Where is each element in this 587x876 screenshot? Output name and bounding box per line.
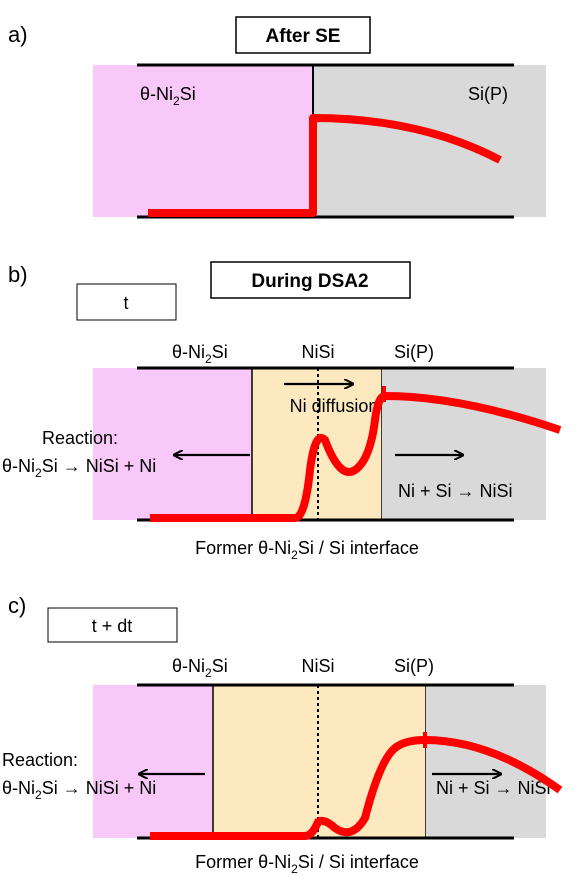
label-part: θ-Ni [140, 84, 173, 104]
si-region [313, 65, 546, 217]
reaction-title: Reaction: [2, 750, 78, 770]
reaction-right: Ni + Si → NiSi [398, 481, 513, 501]
label-part: Si [180, 84, 196, 104]
panel-a: a) After SE θ-Ni2Si Si(P) [8, 16, 546, 219]
interface-label: Former θ-Ni2Si / Si interface [195, 538, 419, 562]
label-part: θ-Ni [2, 456, 35, 476]
region-label: NiSi [301, 656, 334, 676]
region-label: Si(P) [394, 656, 434, 676]
region-label: θ-Ni2Si [140, 84, 196, 108]
reaction-title: Reaction: [42, 428, 118, 448]
label-sub: 2 [173, 94, 180, 108]
region-label: θ-Ni2Si [172, 656, 228, 680]
label-part: θ-Ni [172, 342, 205, 362]
label-part: Former θ-Ni [195, 852, 291, 872]
label-part: θ-Ni [2, 778, 35, 798]
label-sub: 2 [291, 862, 298, 876]
label-sub: 2 [35, 466, 42, 480]
label-part: Former θ-Ni [195, 538, 291, 558]
reaction-left: θ-Ni2Si → NiSi + Ni [2, 778, 156, 802]
panel-title: During DSA2 [251, 271, 368, 292]
label-sub: 2 [35, 788, 42, 802]
label-part: Si [212, 342, 228, 362]
ni2si-region [93, 65, 313, 217]
panel-b: b) During DSA2 t θ-Ni2Si NiSi Si(P) Ni d… [2, 261, 562, 562]
concentration-profile [148, 114, 502, 217]
nisi-region [212, 684, 427, 839]
label-part: Si → NiSi + Ni [42, 456, 157, 476]
panel-title: After SE [266, 26, 341, 47]
concentration-profile [150, 736, 563, 840]
si-region [426, 685, 546, 838]
title-box [235, 16, 371, 54]
reaction-left: θ-Ni2Si → NiSi + Ni [2, 456, 156, 480]
reaction-right: Ni + Si → NiSi [436, 778, 551, 798]
label-part: Si [212, 656, 228, 676]
region-label: Si(P) [468, 84, 508, 104]
time-box [76, 283, 177, 321]
panel-letter: a) [8, 22, 28, 47]
label-sub: 2 [291, 548, 298, 562]
label-part: θ-Ni [172, 656, 205, 676]
title-box [210, 261, 411, 299]
label-part: Si / Si interface [298, 852, 419, 872]
time-box [47, 607, 178, 643]
label-part: Si / Si interface [298, 538, 419, 558]
panel-letter: b) [8, 262, 28, 287]
panel-letter: c) [8, 593, 26, 618]
ni2si-region [93, 368, 252, 520]
interface-label: Former θ-Ni2Si / Si interface [195, 852, 419, 876]
panel-c: c) t + dt θ-Ni2Si NiSi Si(P) Reaction: θ… [2, 593, 563, 876]
region-label: NiSi [301, 342, 334, 362]
region-label: Si(P) [394, 342, 434, 362]
concentration-profile [150, 392, 562, 522]
time-label: t + dt [92, 616, 133, 636]
label-sub: 2 [205, 352, 212, 366]
time-label: t [123, 293, 128, 313]
ni2si-region [93, 685, 213, 838]
label-part: Si → NiSi + Ni [42, 778, 157, 798]
label-sub: 2 [205, 666, 212, 680]
region-label: θ-Ni2Si [172, 342, 228, 366]
diffusion-label: Ni diffusion [290, 396, 379, 416]
